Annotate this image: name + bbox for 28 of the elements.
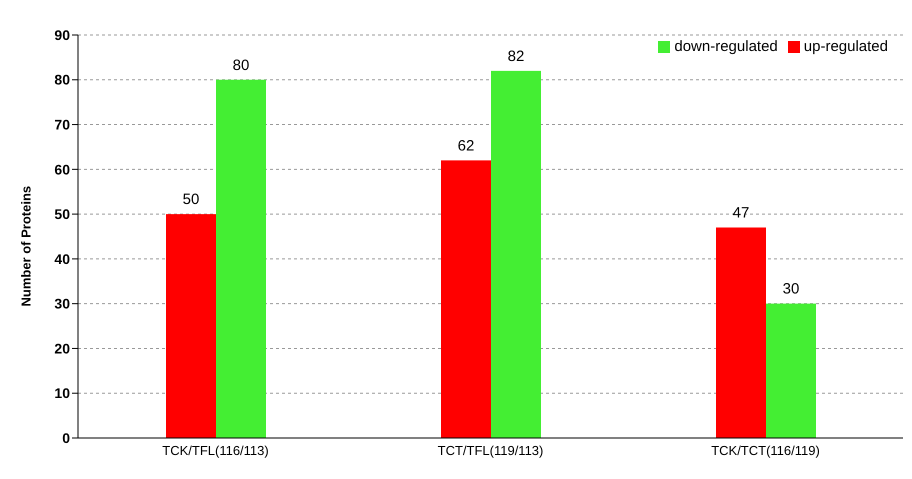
y-axis-title: Number of Proteins: [18, 186, 34, 306]
y-tick-label: 80: [54, 72, 70, 88]
data-label: 50: [182, 191, 200, 208]
bar: [716, 228, 766, 438]
y-tick-label: 90: [54, 26, 70, 43]
legend-label: down-regulated: [674, 38, 778, 55]
bar: [491, 70, 541, 438]
y-tick-label: 60: [54, 161, 70, 178]
x-tick-label: TCT/TFL(119/113): [438, 443, 544, 458]
data-label: 30: [782, 280, 800, 298]
data-label: 62: [458, 137, 474, 154]
y-tick-label: 10: [54, 385, 70, 402]
data-label: 80: [232, 56, 250, 74]
legend-label: up-regulated: [804, 38, 888, 55]
y-tick-label: 20: [54, 340, 70, 356]
y-tick-label: 50: [54, 206, 70, 222]
y-tick-label: 70: [54, 116, 70, 133]
bar: [766, 304, 816, 438]
x-tick-label: TCK/TCT(116/119): [711, 443, 820, 458]
bar: [441, 160, 491, 438]
y-tick-label: 40: [54, 250, 70, 267]
data-label: 82: [508, 48, 524, 65]
y-tick-label: 30: [54, 296, 70, 312]
data-label: 47: [732, 204, 750, 222]
bar: [166, 214, 216, 438]
y-tick-label: 0: [62, 430, 70, 446]
x-tick-label: TCK/TFL(116/113): [162, 443, 269, 458]
bar: [216, 80, 266, 438]
